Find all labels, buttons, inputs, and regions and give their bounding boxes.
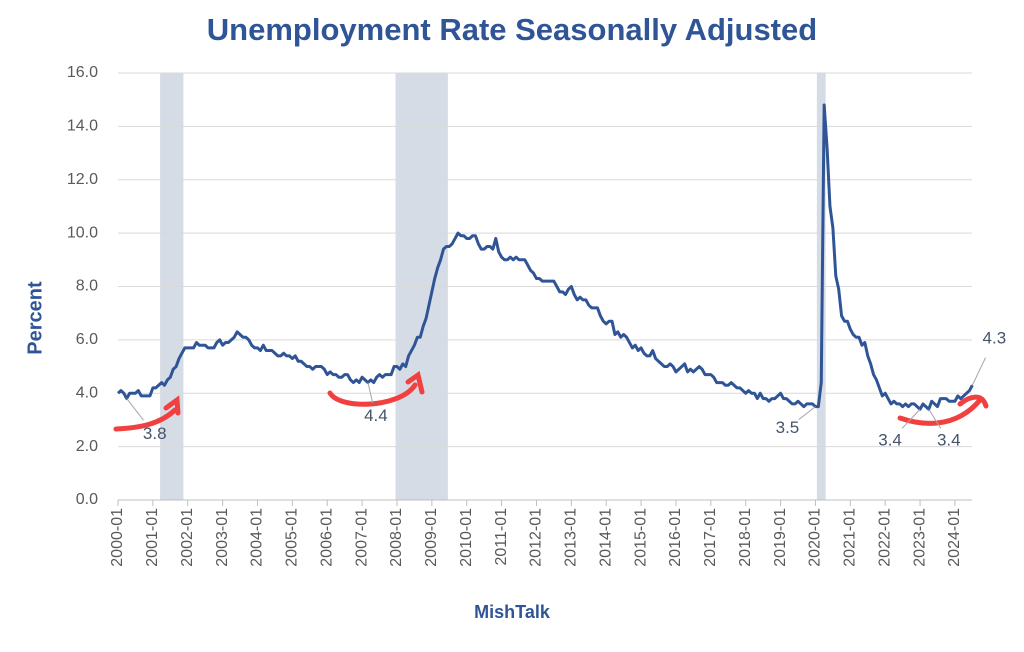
red-arrow [327,382,418,407]
annotation: 3.4 [878,431,902,450]
red-arrowhead [163,395,181,416]
x-tick-label: 2014-01 [597,508,614,567]
red-arrowhead [405,370,425,395]
x-tick-label: 2000-01 [109,508,126,567]
series-line [116,103,974,411]
annotation: 3.8 [143,424,167,443]
red-arrow [113,407,178,432]
red-arrow [897,397,983,426]
annotation-leader [126,398,144,421]
x-axis-label: MishTalk [474,602,551,622]
x-tick-label: 2016-01 [667,508,684,567]
x-tick-label: 2019-01 [772,508,789,567]
x-tick-label: 2004-01 [249,508,266,567]
y-tick-label: 12.0 [67,171,98,188]
annotation-leader [901,408,921,429]
annotation: 3.5 [776,418,800,437]
y-tick-label: 16.0 [67,64,98,81]
x-tick-label: 2010-01 [458,508,475,567]
red-arrowhead [957,394,989,409]
x-tick-label: 2006-01 [318,508,335,567]
x-tick-label: 2008-01 [388,508,405,567]
y-tick-label: 0.0 [76,491,98,508]
x-tick-label: 2024-01 [946,508,963,567]
x-tick-label: 2003-01 [214,508,231,567]
x-tick-label: 2013-01 [563,508,580,567]
x-tick-label: 2002-01 [179,508,196,567]
x-tick-label: 2011-01 [493,508,510,566]
y-tick-label: 10.0 [67,224,98,241]
y-tick-label: 2.0 [76,438,98,455]
x-tick-label: 2023-01 [911,508,928,567]
y-tick-label: 4.0 [76,384,98,401]
annotation-leader [971,357,987,386]
annotation: 3.4 [937,431,961,450]
x-tick-label: 2018-01 [737,508,754,567]
x-tick-label: 2007-01 [353,508,370,567]
chart-title: Unemployment Rate Seasonally Adjusted [207,12,817,47]
x-tick-label: 2015-01 [632,508,649,567]
x-tick-label: 2021-01 [842,508,859,567]
annotation: 4.4 [364,406,388,425]
annotation-leader [798,406,816,421]
x-tick-label: 2020-01 [807,508,824,567]
annotation: 4.3 [983,329,1007,348]
annotation-leader [928,408,942,429]
x-tick-label: 2009-01 [423,508,440,567]
x-tick-label: 2017-01 [702,508,719,567]
decorations [113,370,989,432]
x-tick-label: 2022-01 [876,508,893,567]
x-tick-label: 2005-01 [284,508,301,567]
y-tick-label: 14.0 [67,118,98,135]
annotation-leader [367,382,374,404]
x-tick-label: 2001-01 [144,508,161,567]
x-tick-label: 2012-01 [528,508,545,567]
y-tick-label: 6.0 [76,331,98,348]
y-axis-label: Percent [24,281,46,355]
y-tick-label: 8.0 [76,278,98,295]
